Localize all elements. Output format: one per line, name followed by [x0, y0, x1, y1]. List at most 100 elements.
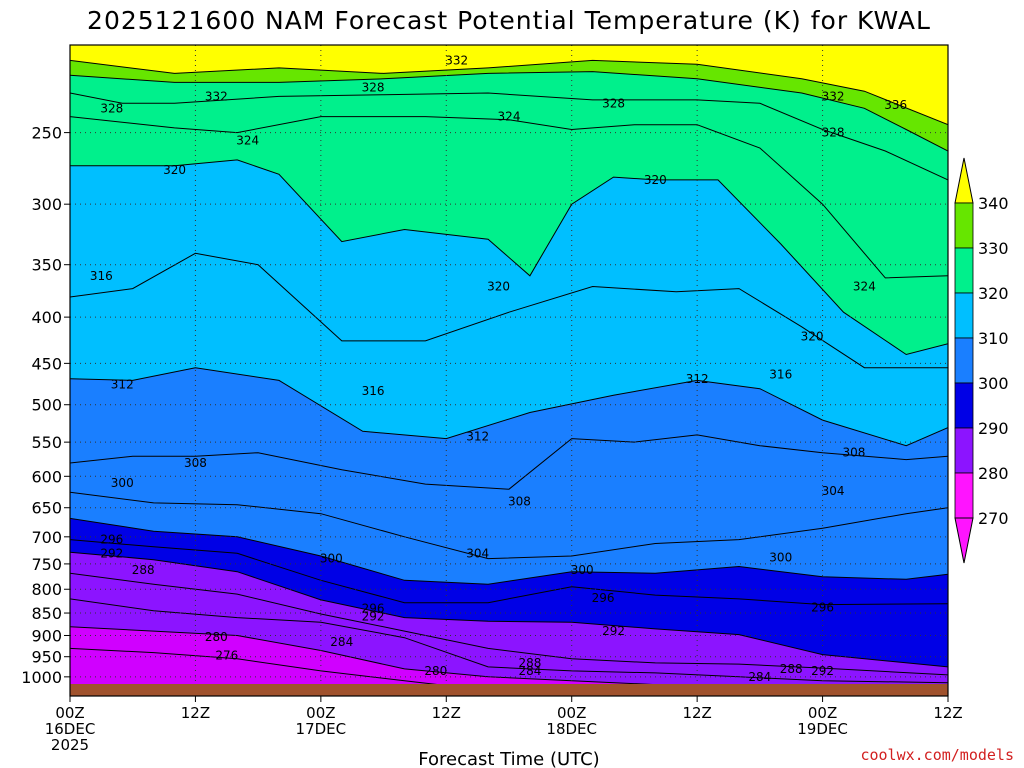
contour-label-5: 328 [602, 96, 625, 110]
x-axis-label: Forecast Time (UTC) [418, 749, 599, 768]
y-tick-label-350: 350 [31, 256, 62, 275]
y-tick-label-700: 700 [31, 528, 62, 547]
isentrope-288 [70, 572, 948, 676]
contour-label-38: 280 [205, 630, 228, 644]
isentrope-328 [70, 92, 948, 181]
contour-label-42: 284 [518, 664, 541, 678]
contour-label-32: 288 [132, 563, 155, 577]
contour-label-4: 324 [498, 110, 521, 124]
isentrope-300 [70, 517, 948, 585]
contour-label-26: 300 [111, 476, 134, 490]
contour-label-19: 312 [686, 372, 709, 386]
y-tick-label-950: 950 [31, 648, 62, 667]
x-tick-label-72-1: 19DEC [797, 720, 848, 738]
contour-label-36: 292 [602, 624, 625, 638]
colorbar-label-320: 320 [978, 284, 1009, 303]
contour-label-9: 328 [822, 126, 845, 140]
x-tick-label-0-2: 2025 [51, 736, 89, 754]
contour-label-15: 320 [801, 329, 824, 343]
ground-surface [70, 684, 948, 696]
contour-label-21: 308 [184, 456, 207, 470]
isentrope-316 [70, 252, 948, 369]
colorbar-band-340 [954, 202, 974, 249]
colorbar-label-330: 330 [978, 239, 1009, 258]
y-tick-label-300: 300 [31, 195, 62, 214]
colorbar-label-300: 300 [978, 374, 1009, 393]
colorbar-bottom-arrow [954, 517, 974, 564]
contour-label-12: 316 [90, 269, 113, 283]
y-axis-ticks: 250 300 350 400 450 500 550 600 650 700 750 800 850 9… [21, 124, 70, 687]
contour-label-13: 320 [487, 280, 510, 294]
contour-label-18: 312 [111, 378, 134, 392]
contour-label-1: 328 [362, 81, 385, 95]
contour-label-45: 292 [811, 664, 834, 678]
contour-label-40: 284 [330, 635, 353, 649]
chart-title: 2025121600 NAM Forecast Potential Temper… [87, 6, 931, 35]
plot-frame [69, 44, 949, 697]
colorbar-band-300 [954, 382, 974, 429]
contour-label-17: 316 [769, 368, 792, 382]
contour-label-33: 296 [362, 601, 385, 615]
y-tick-label-900: 900 [31, 626, 62, 645]
contour-label-25: 304 [466, 546, 489, 560]
contour-label-23: 308 [508, 495, 531, 509]
ground-fill [70, 684, 948, 696]
colorbar-label-340: 340 [978, 194, 1009, 213]
colorbar-label-310: 310 [978, 329, 1009, 348]
contour-label-35: 296 [592, 591, 615, 605]
y-tick-label-400: 400 [31, 308, 62, 327]
contour-label-10: 320 [163, 163, 186, 177]
y-tick-label-550: 550 [31, 433, 62, 452]
contour-label-3: 328 [100, 101, 123, 115]
contour-label-0: 332 [445, 53, 468, 67]
colorbar-label-290: 290 [978, 419, 1009, 438]
contour-label-2: 332 [205, 89, 228, 103]
contour-label-46: 284 [748, 670, 771, 684]
y-tick-label-650: 650 [31, 499, 62, 518]
credit-link[interactable]: coolwx.com/models [860, 746, 1014, 764]
y-tick-label-600: 600 [31, 467, 62, 486]
isentrope-292 [70, 551, 948, 668]
colorbar-band-290 [954, 427, 974, 474]
x-tick-label-24-0: 00Z [306, 704, 335, 722]
colorbar: 340 330 320 310 300 290 280 270 [954, 157, 1009, 564]
isentrope-336 [70, 59, 948, 126]
contour-label-27: 300 [320, 552, 343, 566]
contour-label-6: 332 [822, 89, 845, 103]
contour-label-20: 312 [466, 429, 489, 443]
contour-label-8: 324 [236, 133, 259, 147]
y-tick-label-800: 800 [31, 580, 62, 599]
colorbar-band-280 [954, 472, 974, 519]
contour-label-41: 288 [518, 656, 541, 670]
contour-labels: 332 328 332 328 324 328 332 336 324 328 320 320 316 3… [90, 53, 907, 683]
contour-label-14: 324 [853, 280, 876, 294]
x-tick-label-36-0: 12Z [432, 704, 461, 722]
x-tick-label-12-0: 12Z [181, 704, 210, 722]
x-tick-label-48-1: 18DEC [546, 720, 597, 738]
contour-label-24: 304 [822, 484, 845, 498]
isentrope-308 [70, 434, 948, 490]
contour-label-22: 308 [842, 446, 865, 460]
contour-label-30: 296 [100, 533, 123, 547]
colorbar-top-arrow [954, 157, 974, 204]
contour-label-43: 280 [424, 664, 447, 678]
isentrope-332 [70, 71, 948, 152]
x-tick-label-72-0: 00Z [808, 704, 837, 722]
x-tick-label-24-1: 17DEC [296, 720, 347, 738]
x-tick-label-60-0: 12Z [682, 704, 711, 722]
y-tick-label-500: 500 [31, 396, 62, 415]
y-tick-label-250: 250 [31, 124, 62, 143]
isentrope-296 [70, 539, 948, 606]
x-tick-label-84-0: 12Z [933, 704, 962, 722]
contour-label-29: 300 [769, 551, 792, 565]
colorbar-band-310 [954, 337, 974, 384]
contour-label-7: 336 [884, 98, 907, 112]
contour-label-16: 316 [362, 384, 385, 398]
y-tick-label-450: 450 [31, 354, 62, 373]
contour-label-37: 296 [811, 600, 834, 614]
x-tick-label-0-1: 16DEC [45, 720, 96, 738]
isentrope-304 [70, 491, 948, 560]
y-tick-label-750: 750 [31, 555, 62, 574]
colorbar-band-330 [954, 247, 974, 294]
